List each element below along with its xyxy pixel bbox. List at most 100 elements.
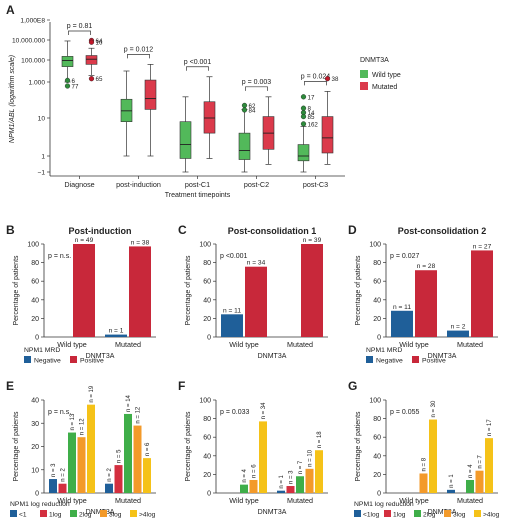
panel-b-y-tick-label: 40 xyxy=(31,297,39,304)
panel-e-bar xyxy=(105,483,113,493)
panel-letter-c: C xyxy=(178,223,187,237)
legend-swatch-lr xyxy=(40,510,47,517)
panel-d-data-label: n = 2 xyxy=(451,324,466,331)
legend-label-lr: 3log xyxy=(109,512,122,519)
panel-a-box-mutated xyxy=(85,55,98,65)
panel-g-data-label: n = 8 xyxy=(422,457,428,471)
panel-b-x-tick-label: Mutated xyxy=(115,340,141,349)
panel-g: 0 20 40 60 80 100 Percentage of patients p = 0.… xyxy=(355,398,498,516)
legend-swatch-mrd xyxy=(412,356,419,363)
legend-swatch-lr xyxy=(70,510,77,517)
panel-c-data-label: n = 11 xyxy=(223,307,241,314)
panel-a-box-wild-type xyxy=(238,132,251,160)
panel-g-data-label: n = 4 xyxy=(468,464,474,478)
panel-b-data-label: n = 1 xyxy=(109,328,124,335)
panel-a-outlier-label: 162 xyxy=(308,121,319,128)
panel-f-data-label: n = 3 xyxy=(289,470,295,484)
panel-e-pvalue: p = n.s. xyxy=(48,409,71,416)
panel-d-y-tick-label: 20 xyxy=(373,316,381,323)
panel-a-legend-label: Mutated xyxy=(372,84,397,91)
panel-b-bar xyxy=(73,244,95,337)
panel-a-pvalue-bracket xyxy=(245,86,268,91)
panel-a-outlier xyxy=(300,105,307,111)
legend-label-lr: 2log xyxy=(79,512,92,519)
panel-d-bar xyxy=(447,330,469,337)
panel-f-data-label: n = 18 xyxy=(317,431,323,449)
legend-swatch-lr xyxy=(354,510,361,517)
panel-a-outlier-label: 38 xyxy=(332,76,339,83)
panel-e-bar xyxy=(133,425,142,493)
panel-f: 0 20 40 60 80 100 Percentage of patients p = 0.… xyxy=(185,398,328,516)
panel-a-y-tick-label: 1 xyxy=(41,154,45,161)
panel-c-title: Post-consolidation 1 xyxy=(228,226,317,236)
panel-e-y-label: Percentage of patients xyxy=(13,411,20,482)
panel-g-y-tick-label: 40 xyxy=(373,453,381,460)
panel-a-box-wild-type xyxy=(179,121,192,159)
panel-a-outlier-label: 8 xyxy=(308,106,312,113)
panel-a-legend-title: DNMT3A xyxy=(360,57,389,64)
panel-a-x-tick-label: post-C3 xyxy=(303,180,328,189)
panel-a-pvalue: p <0.001 xyxy=(184,59,212,66)
panel-g-x-tick-label: Wild type xyxy=(399,496,429,505)
panel-f-data-label: n = 6 xyxy=(252,464,258,478)
legend-swatch-mrd xyxy=(70,356,77,363)
panel-d-data-label: n = 28 xyxy=(417,263,436,270)
panel-c-x-tick-label: Mutated xyxy=(287,340,313,349)
panel-e-data-label: n = 14 xyxy=(126,394,132,412)
panel-a-legend-swatch xyxy=(360,70,368,78)
legend-label-mrd: Negative xyxy=(376,358,403,365)
panel-f-bar xyxy=(259,421,267,493)
legend-label-lr: 3log xyxy=(453,512,466,519)
panel-c-bar xyxy=(221,314,243,337)
panel-f-bar xyxy=(277,490,285,493)
panel-f-x-label: DNMT3A xyxy=(258,509,287,516)
panel-f-y-tick-label: 0 xyxy=(207,491,211,498)
panel-g-y-tick-label: 80 xyxy=(373,416,381,423)
legend-swatch-mrd xyxy=(366,356,373,363)
legend-label-mrd: Positive xyxy=(80,358,104,365)
panel-e-data-label: n = 13 xyxy=(70,413,76,431)
panel-c-x-label: DNMT3A xyxy=(258,353,287,360)
panel-f-data-label: n = 34 xyxy=(261,402,267,420)
legend-label-lr: >4log xyxy=(483,512,500,519)
panel-g-bar xyxy=(466,479,474,493)
panel-a-outlier-label: 17 xyxy=(308,94,315,101)
panel-a-y-tick-label: 1,000E8 xyxy=(20,18,45,25)
panel-a-pvalue-bracket xyxy=(127,54,150,59)
panel-a-outlier xyxy=(300,121,307,127)
panel-f-bar xyxy=(296,476,304,493)
panel-a-outlier-label: 64 xyxy=(96,38,103,45)
panel-a-y-tick-label: −1 xyxy=(37,170,45,177)
panel-a-outlier-label: 77 xyxy=(72,83,79,90)
panel-a-y-tick-label: 100.000 xyxy=(21,58,45,65)
panel-b-y-tick-label: 100 xyxy=(27,242,39,249)
panel-f-y-tick-label: 60 xyxy=(203,435,211,442)
panel-b-title: Post-induction xyxy=(69,226,132,236)
panel-a-outlier xyxy=(64,83,71,89)
legend-label-lr: <1log xyxy=(363,512,380,519)
legend-swatch-lr xyxy=(444,510,451,517)
panel-b-bar xyxy=(105,334,127,337)
panel-b-x-label: DNMT3A xyxy=(86,353,115,360)
panel-c-y-tick-label: 60 xyxy=(203,279,211,286)
panel-e-bar xyxy=(124,413,132,493)
panel-d-y-label: Percentage of patients xyxy=(355,255,362,326)
panel-b: Post-induction 0 20 40 60 80 100 Percentage of … xyxy=(13,226,156,360)
panel-d-y-tick-label: 40 xyxy=(373,297,381,304)
panel-c-y-tick-label: 80 xyxy=(203,260,211,267)
panel-a-pvalue: p = 0.003 xyxy=(242,79,271,86)
panel-a-y-tick-label: 10 xyxy=(38,116,46,123)
legend-swatch-lr xyxy=(130,510,137,517)
panel-a-outlier xyxy=(324,76,331,82)
panel-f-x-tick-label: Mutated xyxy=(287,496,313,505)
legend-label-lr: >4log xyxy=(139,512,156,519)
panel-b-y-tick-label: 80 xyxy=(31,260,39,267)
panel-f-y-tick-label: 20 xyxy=(203,472,211,479)
legend-swatch-mrd xyxy=(24,356,31,363)
panel-e-bar xyxy=(58,483,67,493)
panel-b-y-tick-label: 0 xyxy=(35,335,39,342)
panel-a-box-wild-type xyxy=(297,144,310,162)
panel-letter-e: E xyxy=(6,379,14,393)
panel-g-bar xyxy=(485,438,493,493)
panel-g-x-label: DNMT3A xyxy=(428,509,457,516)
